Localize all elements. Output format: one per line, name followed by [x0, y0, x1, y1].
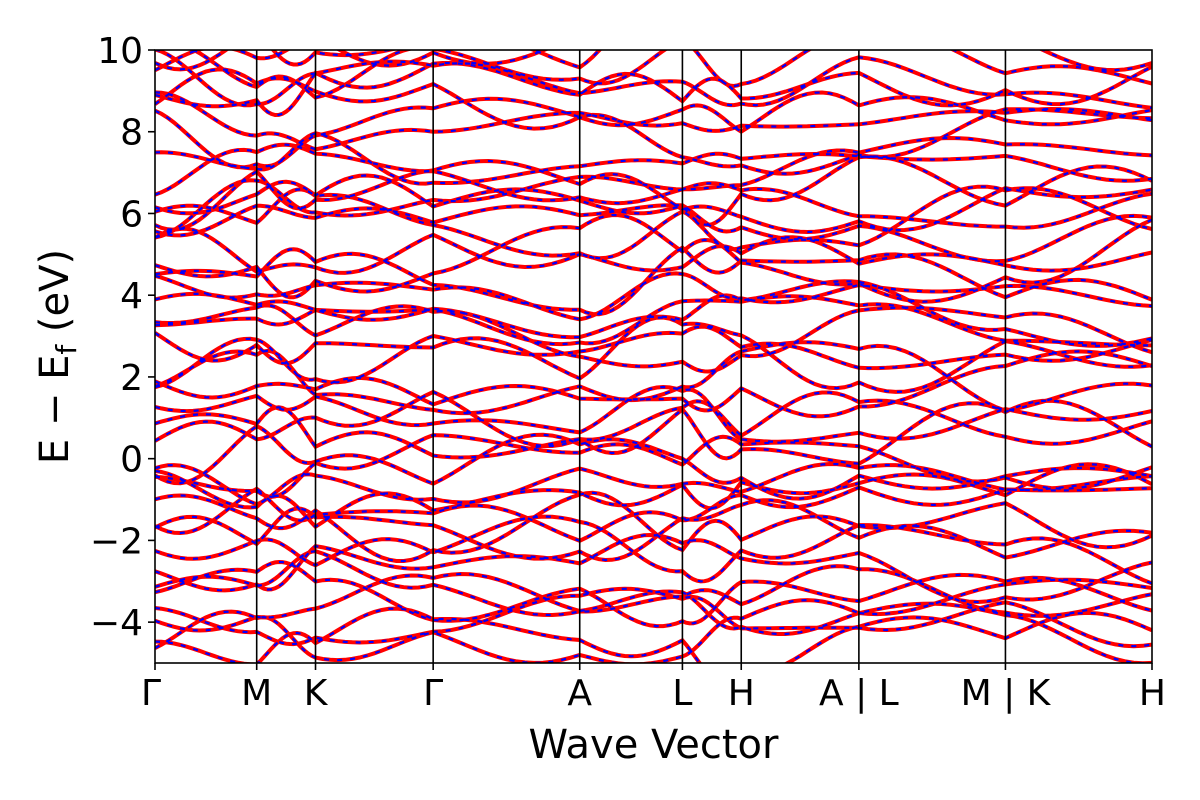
band-series-b-34	[155, 136, 1152, 205]
band-series-b-25	[155, 272, 1152, 321]
band-series-b-3	[155, 572, 1152, 636]
band-series-a-33	[155, 154, 1152, 227]
band-series-b-40	[155, 50, 1152, 109]
x-tick-label-4: A	[567, 673, 592, 714]
x-tick-label-2: K	[304, 673, 329, 714]
x-tick-label-5: L	[672, 673, 692, 714]
y-tick-label-3: 2	[120, 358, 143, 399]
x-tick-label-7: A | L	[819, 673, 899, 714]
band-series-b-13	[155, 433, 1152, 498]
band-series-b-27	[155, 227, 1152, 275]
band-series-a-0	[155, 606, 1152, 663]
x-tick-label-0: Γ	[141, 673, 161, 714]
band-series-b-12	[155, 462, 1152, 506]
x-axis-label: Wave Vector	[529, 722, 780, 768]
x-tick-label-8: M | K	[961, 673, 1052, 714]
band-series-b-11	[155, 463, 1152, 529]
band-series-b-4	[155, 560, 1152, 628]
y-axis-label-unit: (eV)	[32, 249, 78, 345]
band-series-b-24	[155, 280, 1152, 348]
band-series-b-35	[155, 132, 1152, 185]
band-series-b-26	[155, 246, 1152, 316]
high-symmetry-lines	[255, 50, 1007, 663]
band-series-b-22	[155, 304, 1152, 373]
band-series-a-2	[155, 586, 1152, 649]
x-tick-label-1: M	[241, 673, 272, 714]
x-tick-label-6: H	[728, 673, 755, 714]
x-tick-label-9: H	[1139, 673, 1166, 714]
band-series-a-20	[155, 324, 1152, 390]
band-series-b-43	[155, 50, 601, 71]
y-axis-label-subscript: f	[50, 344, 83, 355]
y-tick-label-1: −2	[90, 521, 143, 562]
band-series-b-30	[155, 185, 1152, 260]
band-series-b-28	[155, 214, 1152, 303]
band-series-b-10	[155, 475, 1152, 542]
band-series-b-36	[155, 97, 1152, 175]
y-axis-label-main: E − E	[32, 355, 78, 465]
y-axis-ticks: −4 −2 0 2 4 6 8 10	[90, 31, 155, 644]
y-tick-label-2: 0	[120, 440, 143, 481]
band-series-b-5	[155, 550, 1152, 618]
band-series-b-20	[155, 325, 1152, 389]
band-series-a-34	[155, 135, 1152, 206]
y-tick-label-6: 8	[120, 113, 143, 154]
band-series-a-26	[155, 245, 1152, 317]
band-series-a-14	[155, 423, 1152, 501]
band-series-a-32	[155, 158, 1152, 235]
y-tick-label-0: −4	[90, 603, 143, 644]
bands-layer	[155, 50, 1152, 663]
y-tick-label-5: 6	[120, 194, 143, 235]
y-axis-label: E − Ef (eV)	[32, 249, 83, 464]
y-tick-label-4: 4	[120, 276, 143, 317]
band-series-b-6	[155, 533, 1152, 604]
band-series-b-23	[155, 292, 1152, 347]
band-series-b-29	[155, 204, 1152, 263]
band-series-b-1	[155, 598, 1152, 663]
band-series-b-0	[155, 607, 1152, 663]
band-series-b-7	[155, 515, 1152, 585]
band-series-b-31	[155, 175, 1152, 239]
band-series-b-8	[155, 499, 1152, 562]
band-series-b-39	[155, 61, 1152, 117]
band-series-b-19	[155, 341, 1152, 415]
band-series-a-9	[155, 490, 1152, 563]
band-series-b-16	[155, 390, 1152, 448]
plot-frame	[154, 49, 1153, 664]
band-series-b-15	[155, 399, 1152, 465]
band-series-b-38	[155, 68, 1152, 133]
y-tick-label-7: 10	[97, 31, 143, 72]
x-tick-label-3: Γ	[423, 673, 443, 714]
band-series-b-21	[155, 316, 1152, 394]
band-series-b-41	[191, 50, 1152, 99]
band-series-b-9	[155, 491, 1152, 563]
